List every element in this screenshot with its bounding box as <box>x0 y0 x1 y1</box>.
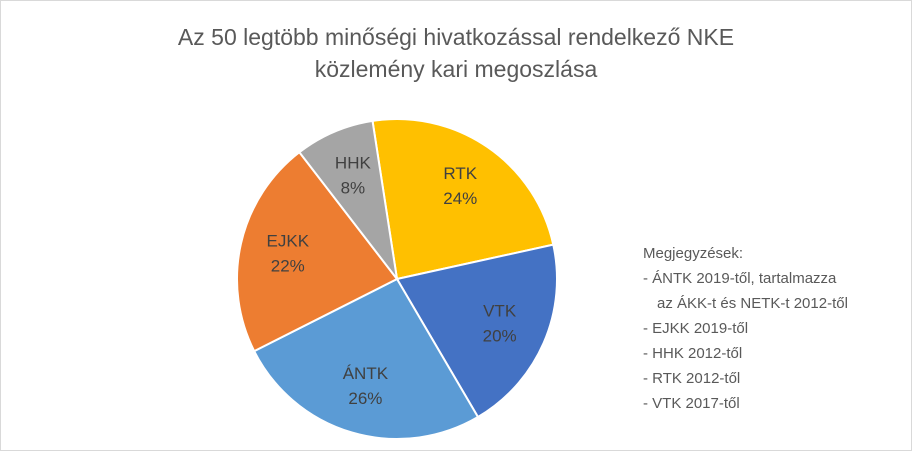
slice-name: HHK <box>335 154 372 173</box>
note-line: - RTK 2012-től <box>643 370 741 387</box>
note-line: - VTK 2017-től <box>643 395 740 412</box>
title-box: Az 50 legtöbb minőségi hivatkozással ren… <box>1 21 911 85</box>
slice-name: ÁNTK <box>343 364 389 383</box>
chart-title: Az 50 legtöbb minőségi hivatkozással ren… <box>177 24 735 82</box>
note-line: - EJKK 2019-től <box>643 320 749 337</box>
pie-slice <box>252 277 480 440</box>
slice-value: 22% <box>271 257 305 276</box>
note-line: - HHK 2012-től <box>643 345 743 362</box>
note-line: az ÁKK-t és NETK-t 2012-től <box>657 295 848 312</box>
slice-value: 26% <box>348 389 382 408</box>
notes-heading: Megjegyzések: <box>643 245 744 262</box>
note-line: - ÁNTK 2019-től, tartalmazza <box>643 270 837 287</box>
pie-slice <box>236 150 399 353</box>
notes: Megjegyzések: - ÁNTK 2019-től, tartalmaz… <box>643 241 848 416</box>
pie-slice <box>297 119 398 280</box>
slice-name: EJKK <box>267 232 310 251</box>
pie-slice <box>395 243 558 419</box>
slice-value: 24% <box>443 189 477 208</box>
slice-name: RTK <box>443 164 477 183</box>
pie-slice <box>371 118 555 281</box>
slice-value: 20% <box>483 326 517 345</box>
slice-value: 8% <box>341 179 366 198</box>
slice-name: VTK <box>483 301 517 320</box>
